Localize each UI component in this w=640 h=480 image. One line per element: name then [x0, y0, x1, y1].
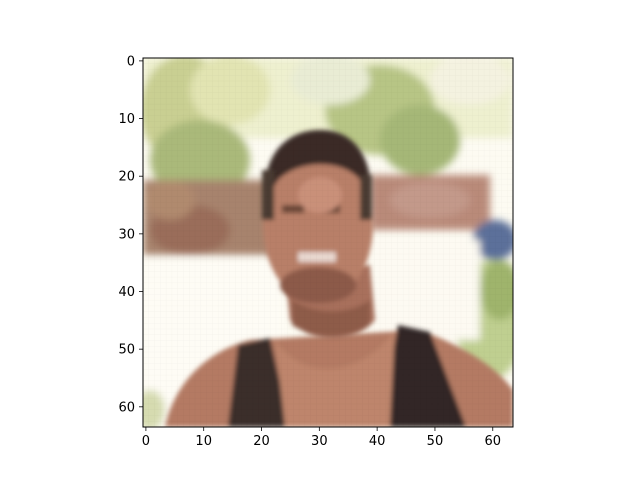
x-axis: 0 10 20 30 40 50 60 — [142, 427, 501, 449]
y-tick-label: 20 — [118, 170, 135, 185]
y-tick-label: 50 — [118, 343, 135, 358]
pixel-grid — [143, 58, 513, 427]
y-tick-label: 30 — [118, 227, 135, 242]
axes-frame — [142, 57, 514, 428]
x-tick-label: 0 — [142, 434, 150, 449]
x-tick-label: 50 — [427, 434, 444, 449]
x-tick-label: 20 — [253, 434, 270, 449]
y-tick-label: 40 — [118, 285, 135, 300]
y-axis: 0 10 20 30 40 50 60 — [118, 54, 143, 415]
x-tick-label: 10 — [195, 434, 212, 449]
y-tick-label: 0 — [127, 54, 135, 69]
portrait-image — [143, 58, 513, 427]
x-tick-label: 40 — [369, 434, 386, 449]
y-tick-label: 60 — [118, 400, 135, 415]
y-tick-label: 10 — [118, 112, 135, 127]
x-tick-label: 30 — [311, 434, 328, 449]
x-tick-label: 60 — [484, 434, 501, 449]
